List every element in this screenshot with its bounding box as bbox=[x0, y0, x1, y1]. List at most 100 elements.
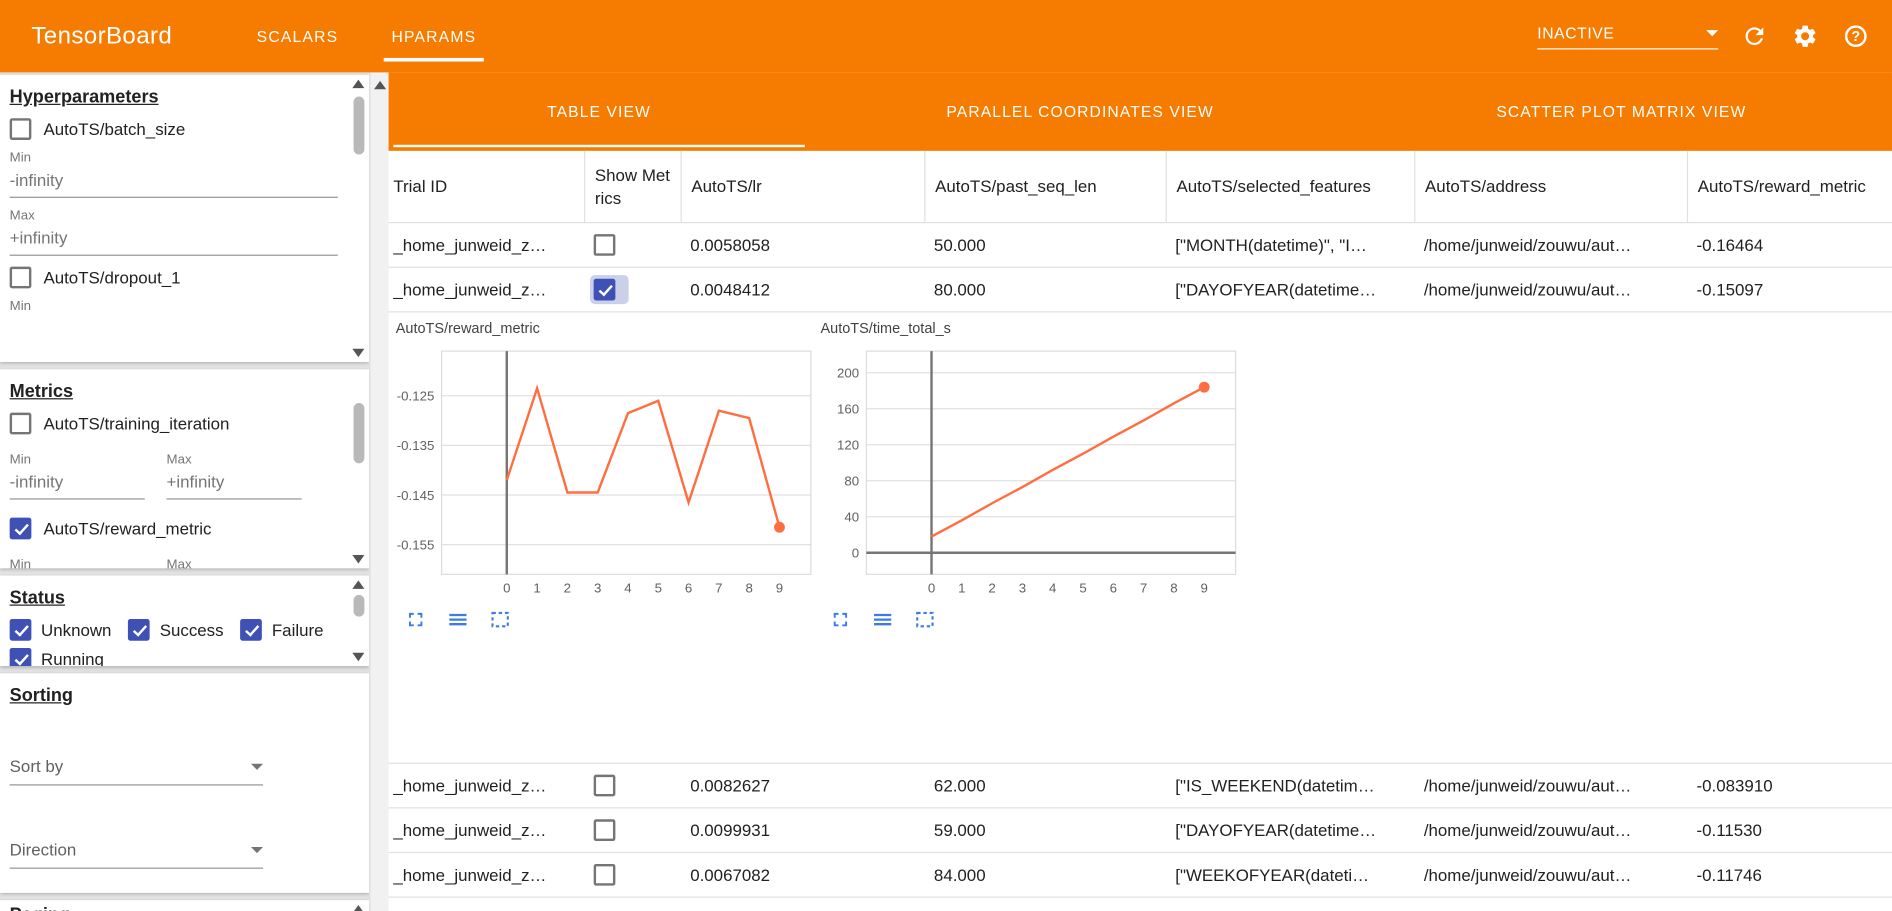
column-header-address[interactable]: AutoTS/address bbox=[1414, 150, 1687, 223]
scroll-thumb[interactable] bbox=[353, 403, 365, 464]
direction-value: Direction bbox=[9, 839, 77, 860]
sort-by-dropdown[interactable]: Sort by bbox=[9, 757, 264, 786]
fit-domain-icon[interactable] bbox=[912, 607, 936, 631]
selected-features-cell: ["DAYOFYEAR(datetime… bbox=[1175, 279, 1377, 300]
hparam-dropout-row: AutoTS/dropout_1 bbox=[9, 266, 338, 289]
tab-scatter-plot-matrix-view[interactable]: SCATTER PLOT MATRIX VIEW bbox=[1496, 102, 1747, 121]
column-header-lr[interactable]: AutoTS/lr bbox=[680, 150, 925, 223]
success-checkbox[interactable] bbox=[128, 619, 151, 641]
chevron-down-icon bbox=[250, 846, 264, 853]
column-header-show-metrics[interactable]: Show Metrics bbox=[584, 150, 681, 223]
table-row[interactable]: _home_junweid_z… 0.0099931 59.000 ["DAYO… bbox=[388, 808, 1892, 854]
table-row[interactable]: _home_junweid_z… 0.0058058 50.000 ["MONT… bbox=[388, 223, 1892, 268]
running-checkbox[interactable] bbox=[9, 647, 32, 667]
training-iteration-label: AutoTS/training_iteration bbox=[43, 413, 230, 434]
failure-checkbox[interactable] bbox=[240, 619, 263, 641]
run-status-value: INACTIVE bbox=[1537, 23, 1615, 42]
sidebar-scrollbar[interactable] bbox=[369, 72, 389, 911]
direction-dropdown[interactable]: Direction bbox=[9, 839, 264, 869]
table-row[interactable]: _home_junweid_z… 0.0082627 62.000 ["IS_W… bbox=[388, 764, 1892, 809]
chart-title: AutoTS/time_total_s bbox=[820, 319, 951, 337]
table-row[interactable]: _home_junweid_z… 0.0067082 84.000 ["WEEK… bbox=[388, 853, 1892, 898]
tab-parallel-coordinates-view[interactable]: PARALLEL COORDINATES VIEW bbox=[946, 102, 1214, 121]
batch-size-min-input[interactable]: -infinity bbox=[9, 165, 338, 198]
address-cell: /home/junweid/zouwu/aut… bbox=[1423, 820, 1632, 840]
trial-id-cell: _home_junweid_z… bbox=[393, 279, 547, 300]
panel-scrollbar[interactable] bbox=[351, 904, 365, 911]
line-settings-icon[interactable] bbox=[445, 607, 469, 631]
svg-text:-0.155: -0.155 bbox=[397, 537, 435, 552]
time-total-chart-widget: AutoTS/time_total_s 0 40 80 120 160 200 0 1 2 3 4 5… bbox=[818, 320, 1243, 631]
top-bar-actions: INACTIVE ? bbox=[1537, 22, 1870, 51]
paging-title: Paging bbox=[10, 905, 338, 911]
main-content: TABLE VIEW PARALLEL COORDINATES VIEW SCA… bbox=[388, 72, 1892, 911]
lr-cell: 0.0067082 bbox=[690, 865, 771, 885]
metrics-panel: Metrics AutoTS/training_iteration Min -i… bbox=[0, 369, 370, 569]
trial-id-cell: _home_junweid_z… bbox=[393, 865, 547, 885]
scroll-up-arrow[interactable] bbox=[352, 904, 365, 911]
help-icon[interactable]: ? bbox=[1841, 22, 1870, 51]
column-header-past-seq-len[interactable]: AutoTS/past_seq_len bbox=[924, 150, 1165, 223]
metrics-title: Metrics bbox=[9, 381, 74, 402]
svg-text:5: 5 bbox=[1079, 580, 1086, 594]
show-metrics-checkbox[interactable] bbox=[593, 863, 616, 886]
trial-id-cell: _home_junweid_z… bbox=[393, 775, 547, 796]
address-cell: /home/junweid/zouwu/aut… bbox=[1423, 775, 1632, 796]
training-iteration-checkbox[interactable] bbox=[9, 412, 32, 435]
fullscreen-icon[interactable] bbox=[403, 607, 427, 631]
scroll-down-arrow[interactable] bbox=[352, 652, 365, 662]
column-header-selected-features[interactable]: AutoTS/selected_features bbox=[1165, 150, 1415, 223]
tab-scalars[interactable]: SCALARS bbox=[256, 27, 339, 46]
unknown-checkbox[interactable] bbox=[9, 619, 32, 641]
run-status-dropdown[interactable]: INACTIVE bbox=[1537, 23, 1719, 49]
svg-text:0: 0 bbox=[852, 546, 859, 561]
refresh-icon[interactable] bbox=[1740, 22, 1769, 51]
svg-text:9: 9 bbox=[1201, 580, 1208, 594]
line-settings-icon[interactable] bbox=[870, 607, 894, 631]
scroll-up-arrow[interactable] bbox=[373, 80, 386, 90]
address-cell: /home/junweid/zouwu/aut… bbox=[1423, 865, 1632, 885]
sidebar: Hyperparameters AutoTS/batch_size Min -i… bbox=[0, 72, 389, 911]
svg-text:5: 5 bbox=[655, 580, 662, 594]
past-seq-len-cell: 59.000 bbox=[933, 820, 986, 840]
batch-size-max-input[interactable]: +infinity bbox=[9, 223, 338, 256]
app-body: Hyperparameters AutoTS/batch_size Min -i… bbox=[0, 72, 1892, 911]
svg-text:2: 2 bbox=[564, 580, 571, 594]
batch-size-max-label: Max bbox=[9, 208, 35, 224]
metric-max-input[interactable]: +infinity bbox=[166, 467, 302, 500]
past-seq-len-cell: 50.000 bbox=[933, 235, 986, 255]
batch-size-checkbox[interactable] bbox=[9, 118, 32, 140]
settings-gear-icon[interactable] bbox=[1791, 22, 1820, 51]
panel-scrollbar[interactable] bbox=[351, 79, 365, 358]
panel-scrollbar[interactable] bbox=[351, 374, 365, 564]
table-row[interactable]: _home_junweid_z… 0.0048412 80.000 ["DAYO… bbox=[388, 268, 1892, 313]
show-metrics-checkbox[interactable] bbox=[593, 278, 616, 301]
metric-min-input[interactable]: -infinity bbox=[9, 467, 145, 500]
scroll-up-arrow[interactable] bbox=[352, 79, 365, 89]
column-header-reward-metric[interactable]: AutoTS/reward_metric bbox=[1686, 150, 1892, 223]
show-metrics-checkbox[interactable] bbox=[593, 234, 616, 256]
scroll-down-arrow[interactable] bbox=[352, 555, 365, 564]
scroll-thumb[interactable] bbox=[353, 594, 365, 617]
time-total-line-chart[interactable]: 0 40 80 120 160 200 0 1 2 3 4 5 6 7 8 9 bbox=[818, 339, 1243, 595]
dropout-checkbox[interactable] bbox=[9, 266, 32, 289]
panel-scrollbar[interactable] bbox=[351, 580, 365, 662]
status-failure: Failure bbox=[240, 619, 323, 641]
scroll-down-arrow[interactable] bbox=[352, 348, 365, 358]
reward-metric-line-chart[interactable]: -0.125 -0.135 -0.145 -0.155 0 1 2 3 4 5 6 7 8 9 bbox=[393, 339, 818, 595]
show-metrics-checkbox[interactable] bbox=[593, 774, 616, 797]
scroll-up-arrow[interactable] bbox=[352, 580, 365, 589]
fullscreen-icon[interactable] bbox=[828, 607, 852, 631]
sidebar-panels: Hyperparameters AutoTS/batch_size Min -i… bbox=[0, 72, 370, 911]
chevron-down-icon bbox=[1706, 29, 1719, 36]
column-header-trial-id[interactable]: Trial ID bbox=[393, 176, 448, 196]
tab-hparams[interactable]: HPARAMS bbox=[365, 0, 503, 72]
past-seq-len-cell: 80.000 bbox=[933, 279, 986, 300]
reward-metric-checkbox[interactable] bbox=[9, 517, 32, 540]
svg-text:3: 3 bbox=[1019, 580, 1026, 594]
fit-domain-icon[interactable] bbox=[487, 607, 511, 631]
scroll-thumb[interactable] bbox=[353, 96, 365, 155]
show-metrics-checkbox[interactable] bbox=[593, 819, 616, 842]
tab-table-view[interactable]: TABLE VIEW bbox=[389, 72, 810, 150]
